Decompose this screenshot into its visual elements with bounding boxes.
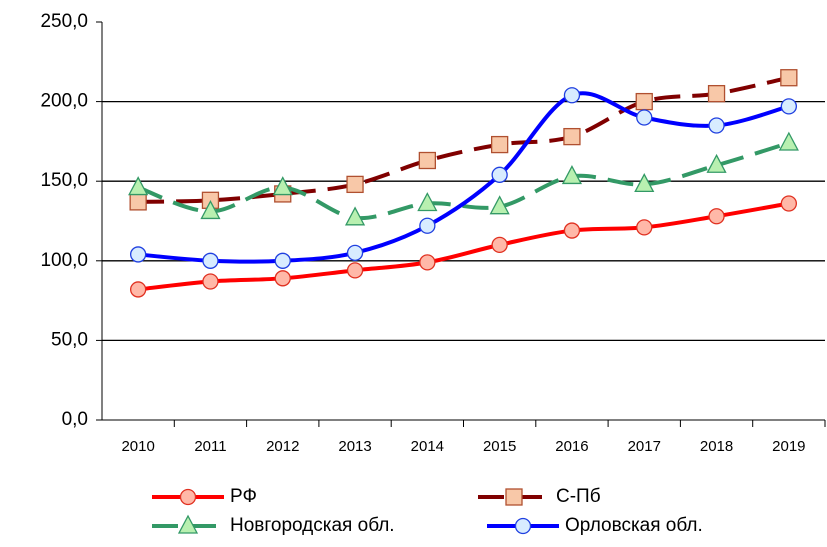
data-point [780, 195, 797, 212]
x-tick-label: 2011 [194, 438, 226, 455]
data-point [563, 87, 581, 104]
legend-marker [177, 514, 199, 534]
data-point [563, 127, 581, 146]
legend-label: С-Пб [556, 486, 601, 507]
x-tick-label: 2018 [700, 438, 733, 455]
y-tick-label: 100,0 [40, 250, 88, 271]
data-point [129, 246, 147, 263]
data-point [634, 172, 655, 193]
series-line [137, 201, 790, 292]
data-point [202, 252, 219, 269]
x-tick-label: 2010 [121, 438, 154, 455]
y-tick-label: 0,0 [62, 409, 88, 430]
data-point [129, 281, 147, 298]
data-point [418, 151, 437, 170]
data-point [708, 208, 725, 225]
data-point [202, 273, 219, 290]
data-point [346, 175, 364, 194]
data-point [128, 176, 149, 196]
data-point [635, 92, 653, 111]
data-point [490, 135, 509, 154]
data-point [706, 153, 727, 173]
x-tick-label: 2012 [266, 438, 299, 455]
y-tick-label: 200,0 [40, 91, 88, 112]
data-point [708, 117, 725, 134]
data-point [489, 195, 510, 215]
x-tick-label: 2013 [338, 438, 371, 455]
series-line [137, 91, 790, 264]
legend-label: РФ [230, 486, 257, 507]
data-point [707, 84, 726, 103]
data-point [419, 254, 436, 271]
data-point [129, 193, 147, 211]
data-point [344, 206, 366, 226]
y-tick-label: 250,0 [40, 11, 88, 32]
x-tick-label: 2017 [628, 438, 661, 455]
series-line [137, 141, 790, 221]
data-point [778, 131, 799, 151]
legend-marker [505, 488, 523, 506]
data-point [563, 222, 581, 239]
data-point [419, 217, 436, 234]
legend-marker [514, 517, 532, 535]
y-tick-label: 150,0 [40, 170, 88, 191]
data-point [491, 236, 508, 254]
legend-label: Орловская обл. [565, 515, 703, 536]
x-tick-label: 2016 [555, 438, 588, 455]
series-line [138, 75, 790, 204]
y-tick-label: 50,0 [51, 329, 88, 350]
x-tick-label: 2014 [411, 438, 444, 455]
legend-marker [179, 488, 197, 506]
data-point [346, 262, 364, 279]
data-point [636, 109, 653, 126]
data-point [636, 219, 653, 236]
x-tick-label: 2019 [772, 438, 805, 455]
data-point [417, 192, 438, 212]
data-point [780, 98, 797, 115]
data-point [200, 200, 221, 220]
data-point [346, 244, 364, 261]
data-point [272, 176, 293, 196]
data-point [274, 252, 291, 269]
x-tick-label: 2015 [483, 438, 516, 455]
data-point [491, 166, 508, 183]
data-point [780, 69, 798, 87]
legend-label: Новгородская обл. [230, 515, 395, 536]
data-point [561, 165, 583, 185]
data-point [274, 270, 291, 287]
